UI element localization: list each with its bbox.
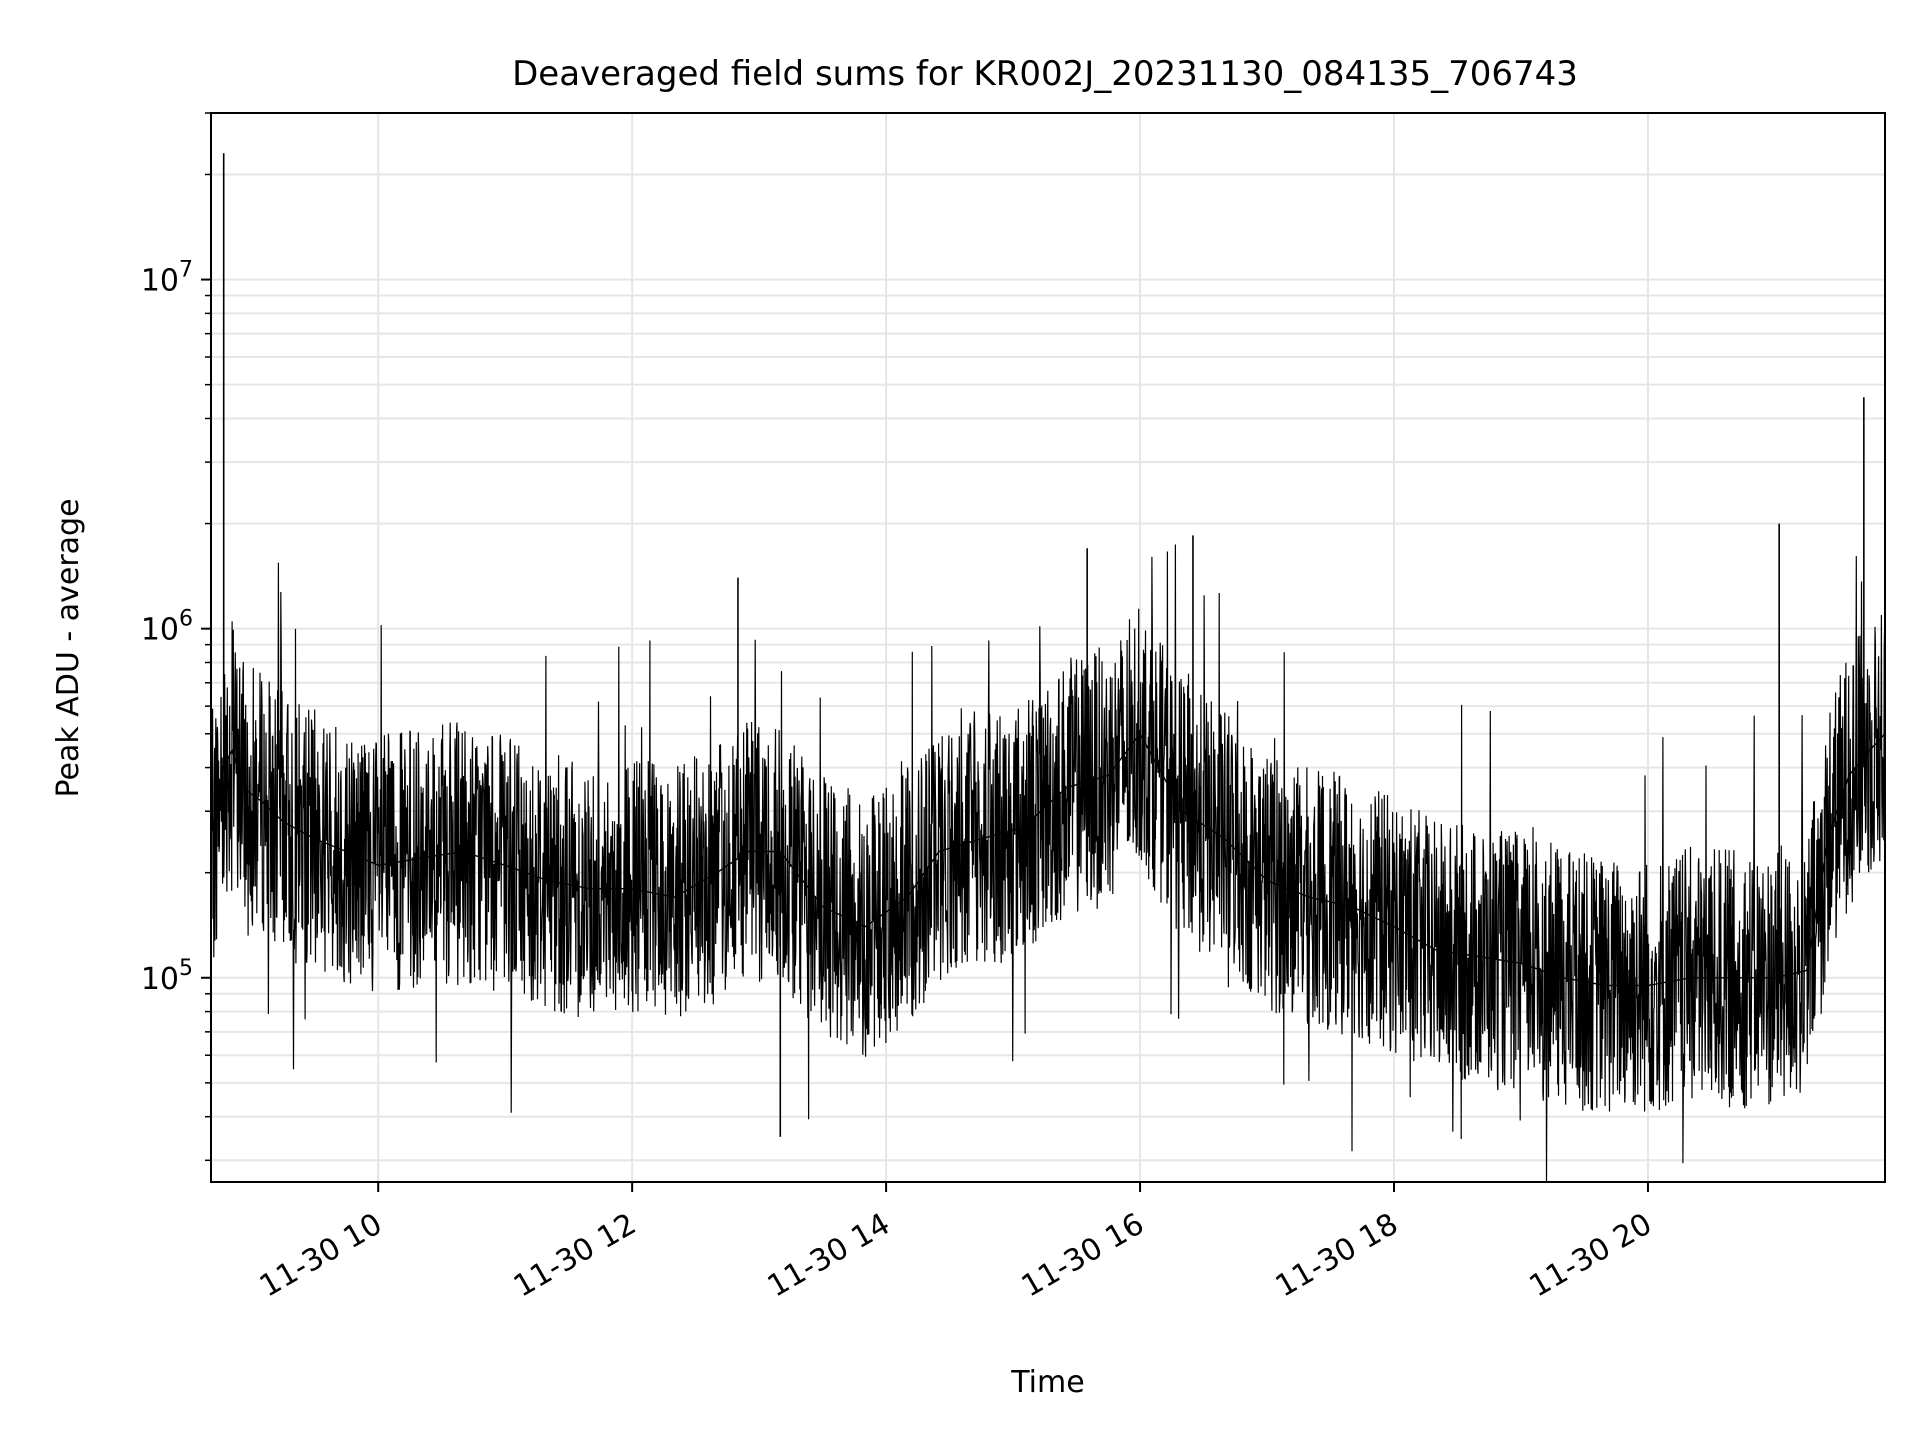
x-axis-label: Time	[1010, 1365, 1084, 1400]
x-tick-label: 11-30 10	[254, 1207, 388, 1305]
y-axis-ticks: 105 106 107	[141, 112, 211, 1162]
x-axis-ticks: 11-30 10 11-30 12 11-30 14 11-30 16 11-30 18…	[254, 1182, 1658, 1304]
x-tick-label: 11-30 18	[1270, 1207, 1404, 1305]
plot-area-frame	[210, 112, 1886, 1183]
series-line	[212, 732, 1886, 987]
x-tick-label: 11-30 12	[508, 1207, 642, 1305]
x-tick-label: 11-30 16	[1016, 1207, 1150, 1305]
chart-title: Deaveraged field sums for KR002J_2023113…	[512, 54, 1578, 94]
y-tick-label: 107	[141, 258, 193, 299]
spike-lines	[222, 153, 1865, 1137]
y-axis-label: Peak ADU - average	[51, 498, 86, 797]
y-tick-label: 105	[141, 956, 193, 997]
x-tick-label: 11-30 14	[762, 1207, 896, 1305]
x-tick-label: 11-30 20	[1524, 1207, 1658, 1305]
y-tick-label: 106	[141, 607, 193, 648]
series-line-noise	[210, 544, 1886, 1183]
